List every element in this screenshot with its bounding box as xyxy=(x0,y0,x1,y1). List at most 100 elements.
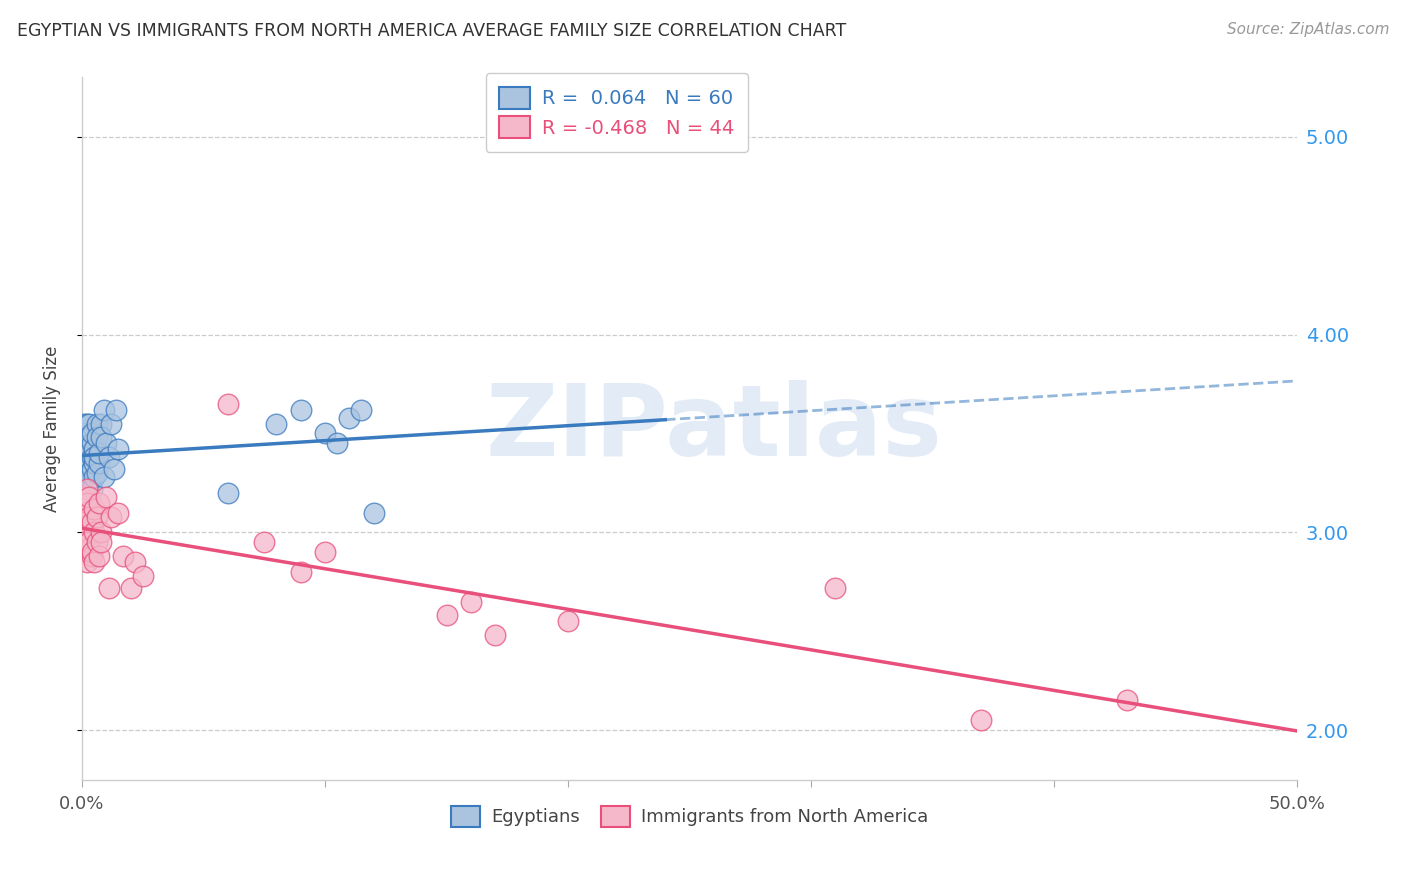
Point xyxy=(83,450,105,465)
Point xyxy=(103,462,125,476)
Point xyxy=(77,475,100,490)
Point xyxy=(83,450,105,465)
Point xyxy=(76,462,98,476)
Point xyxy=(90,535,112,549)
Point xyxy=(80,450,103,465)
Point xyxy=(76,430,98,444)
Point xyxy=(337,410,360,425)
Point xyxy=(87,456,110,470)
Point xyxy=(326,436,349,450)
Point xyxy=(73,417,96,431)
Point xyxy=(77,417,100,431)
Point xyxy=(107,442,129,457)
Point xyxy=(314,545,336,559)
Point xyxy=(80,545,103,559)
Point xyxy=(86,509,108,524)
Point xyxy=(83,525,105,540)
Point xyxy=(90,525,112,540)
Point xyxy=(80,516,103,530)
Point xyxy=(557,615,579,629)
Point xyxy=(83,456,105,470)
Point xyxy=(100,417,122,431)
Point xyxy=(73,506,96,520)
Point xyxy=(73,516,96,530)
Point xyxy=(76,485,98,500)
Point xyxy=(87,446,110,460)
Point xyxy=(83,470,105,484)
Point xyxy=(77,535,100,549)
Point xyxy=(73,535,96,549)
Text: EGYPTIAN VS IMMIGRANTS FROM NORTH AMERICA AVERAGE FAMILY SIZE CORRELATION CHART: EGYPTIAN VS IMMIGRANTS FROM NORTH AMERIC… xyxy=(17,22,846,40)
Point xyxy=(73,466,96,480)
Point xyxy=(86,430,108,444)
Point xyxy=(70,450,93,465)
Point xyxy=(132,569,155,583)
Point xyxy=(86,535,108,549)
Point xyxy=(1116,693,1139,707)
Point xyxy=(70,462,93,476)
Point xyxy=(86,466,108,480)
Point xyxy=(83,501,105,516)
Point xyxy=(73,525,96,540)
Point xyxy=(824,581,846,595)
Point xyxy=(70,466,93,480)
Point xyxy=(73,475,96,490)
Point xyxy=(73,450,96,465)
Point xyxy=(80,482,103,496)
Point xyxy=(70,470,93,484)
Point xyxy=(76,417,98,431)
Point xyxy=(86,417,108,431)
Point xyxy=(266,417,288,431)
Point xyxy=(104,402,127,417)
Point xyxy=(112,549,135,563)
Point xyxy=(96,490,118,504)
Point xyxy=(73,446,96,460)
Point xyxy=(73,426,96,441)
Point xyxy=(83,555,105,569)
Point xyxy=(217,397,239,411)
Point xyxy=(253,535,276,549)
Point xyxy=(76,496,98,510)
Point xyxy=(73,436,96,450)
Point xyxy=(97,450,120,465)
Point xyxy=(96,436,118,450)
Text: ZIPatlas: ZIPatlas xyxy=(485,380,942,477)
Point xyxy=(77,509,100,524)
Point xyxy=(363,506,385,520)
Point xyxy=(290,402,312,417)
Point xyxy=(77,456,100,470)
Point xyxy=(77,442,100,457)
Point xyxy=(76,436,98,450)
Point xyxy=(97,581,120,595)
Point xyxy=(76,466,98,480)
Point xyxy=(83,442,105,457)
Point xyxy=(80,549,103,563)
Point xyxy=(120,581,142,595)
Point xyxy=(93,402,115,417)
Point xyxy=(77,490,100,504)
Point xyxy=(436,608,458,623)
Point xyxy=(77,466,100,480)
Point xyxy=(107,506,129,520)
Point xyxy=(77,430,100,444)
Point xyxy=(460,594,482,608)
Point xyxy=(70,456,93,470)
Point xyxy=(87,549,110,563)
Point xyxy=(484,628,506,642)
Point xyxy=(76,555,98,569)
Point xyxy=(93,470,115,484)
Point xyxy=(90,417,112,431)
Point xyxy=(76,545,98,559)
Point xyxy=(350,402,373,417)
Point xyxy=(290,565,312,579)
Point xyxy=(73,456,96,470)
Point xyxy=(77,490,100,504)
Point xyxy=(80,426,103,441)
Point xyxy=(87,496,110,510)
Point xyxy=(76,450,98,465)
Point xyxy=(314,426,336,441)
Point xyxy=(76,482,98,496)
Point xyxy=(217,485,239,500)
Point xyxy=(70,490,93,504)
Y-axis label: Average Family Size: Average Family Size xyxy=(44,345,60,512)
